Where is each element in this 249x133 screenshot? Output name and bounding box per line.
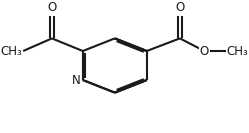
Text: CH₃: CH₃ [227, 45, 249, 57]
Text: CH₃: CH₃ [0, 45, 22, 57]
Text: O: O [47, 1, 57, 14]
Text: N: N [72, 74, 81, 87]
Text: O: O [175, 1, 185, 14]
Text: O: O [200, 45, 209, 57]
